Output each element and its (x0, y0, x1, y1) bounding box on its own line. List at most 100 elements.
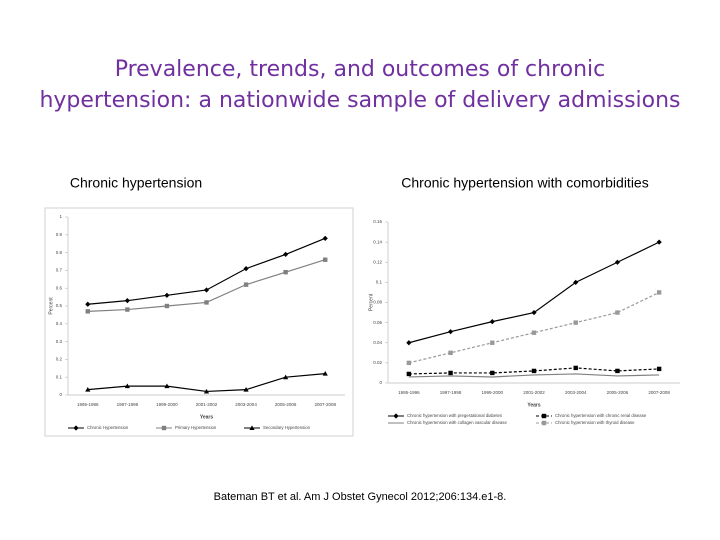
citation: Bateman BT et al. Am J Obstet Gynecol 20… (214, 491, 507, 503)
y-tick-label: 0.8 (56, 250, 63, 255)
y-tick-label: 0.2 (56, 357, 63, 362)
x-tick-label: 1997-1998 (117, 402, 139, 407)
y-axis-label: Percent (368, 293, 374, 311)
legend-marker (393, 413, 399, 419)
line-marker (283, 269, 288, 275)
x-tick-label: 2005-2006 (607, 390, 629, 395)
x-tick-label: 2007-2008 (314, 402, 336, 407)
series-line (87, 373, 326, 393)
y-tick-label: 0.06 (373, 320, 382, 325)
y-tick-label: 0.3 (56, 339, 63, 344)
line-marker (406, 340, 412, 346)
line-marker (243, 282, 249, 287)
chart-caption: Chronic hypertension (70, 175, 202, 191)
line-marker (243, 387, 249, 392)
y-tick-label: 0.9 (56, 232, 63, 237)
legend-marker (161, 425, 167, 431)
x-axis-label: Years (527, 402, 541, 408)
slide-title-line: Prevalence, trends, and outcomes of chro… (115, 57, 606, 82)
line-marker (489, 319, 495, 325)
legend-label: Secondary Hypertension (263, 425, 311, 430)
y-tick-label: 0.16 (373, 219, 382, 224)
y-tick-label: 0.02 (373, 360, 382, 365)
x-tick-label: 1995-1996 (398, 390, 420, 395)
x-axis-label: Years (200, 414, 214, 420)
line-marker (164, 383, 170, 389)
x-tick-label: 2007-2008 (648, 390, 670, 395)
line-marker (531, 368, 537, 374)
line-marker (447, 329, 454, 335)
line-marker (85, 309, 90, 314)
y-tick-label: 0.04 (373, 340, 382, 345)
line-marker (283, 374, 289, 380)
line-marker (656, 239, 662, 245)
legend-label: Primary Hypertension (175, 425, 217, 430)
legend-label: Chronic hypertension with collagen vascu… (407, 420, 507, 425)
x-tick-label: 1999-2000 (482, 390, 504, 395)
line-marker (573, 365, 578, 371)
legend-label: Chronic Hypertension (87, 425, 129, 430)
legend-marker (541, 420, 547, 426)
line-marker (614, 259, 621, 265)
line-marker (656, 366, 662, 372)
y-tick-label: 0 (379, 380, 382, 385)
legend-marker (249, 425, 255, 430)
y-tick-label: 0.08 (373, 300, 382, 305)
chart-caption: Chronic hypertension with comorbidities (401, 175, 648, 191)
legend-marker (541, 413, 547, 419)
y-tick-label: 0.6 (56, 285, 63, 290)
line-marker (124, 298, 130, 304)
line-marker (164, 303, 170, 309)
x-tick-label: 1999-2000 (156, 402, 178, 407)
x-tick-label: 2005-2006 (275, 402, 297, 407)
legend-label: Chronic hypertension with pregestational… (407, 413, 502, 418)
x-tick-label: 2003-2004 (235, 402, 257, 407)
y-tick-label: 0.7 (56, 268, 63, 273)
series-line (408, 373, 660, 378)
x-tick-label: 2003-2004 (565, 390, 587, 395)
line-marker (406, 371, 412, 377)
line-marker (283, 251, 289, 257)
line-marker (125, 307, 130, 312)
line-marker (448, 370, 453, 376)
y-tick-label: 0.14 (373, 239, 382, 244)
line-marker (322, 371, 328, 376)
line-marker (124, 383, 130, 389)
legend-label: Chronic hypertension with chronic renal … (555, 413, 647, 418)
x-tick-label: 1997-1998 (440, 390, 462, 395)
line-marker (448, 350, 453, 356)
line-marker (323, 257, 328, 262)
line-marker (531, 330, 537, 335)
line-marker (615, 368, 620, 374)
y-tick-label: 0 (59, 392, 62, 397)
line-marker (573, 279, 579, 285)
chart-frame (44, 207, 354, 437)
x-tick-label: 2001-2002 (523, 390, 545, 395)
line-marker (656, 290, 662, 295)
x-tick-label: 2001-2002 (196, 402, 218, 407)
line-marker (490, 340, 495, 345)
x-tick-label: 1995-1996 (77, 402, 99, 407)
line-marker (85, 387, 91, 392)
line-marker (203, 388, 210, 394)
line-marker (322, 235, 328, 241)
line-marker (406, 360, 412, 366)
slide-title-line: hypertension: a nationwide sample of del… (39, 88, 680, 113)
series-line (408, 241, 660, 344)
line-marker (203, 287, 210, 293)
line-marker (85, 301, 91, 307)
y-axis-label: Percent (48, 297, 54, 315)
line-marker (490, 370, 495, 376)
line-marker (531, 309, 537, 316)
line-marker (615, 310, 620, 315)
legend-label: Chronic hypertension with thyroid diseas… (555, 420, 635, 425)
line-marker (204, 300, 209, 305)
line-marker (243, 266, 249, 272)
legend-marker (73, 425, 79, 431)
line-marker (573, 320, 578, 325)
y-tick-label: 0.1 (376, 280, 383, 285)
series-line (408, 291, 660, 364)
y-tick-label: 1 (59, 214, 62, 219)
